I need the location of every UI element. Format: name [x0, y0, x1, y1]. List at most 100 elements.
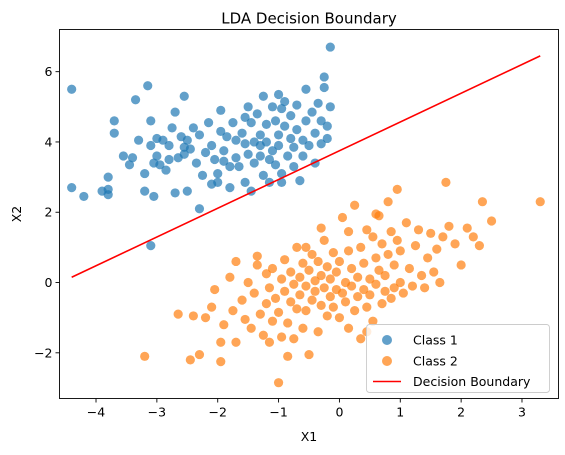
data-point [426, 228, 436, 238]
data-point [337, 288, 348, 298]
data-point [140, 168, 150, 179]
data-point [240, 177, 250, 187]
x-axis-title: X1 [301, 429, 318, 444]
data-point [185, 144, 195, 154]
data-point [231, 153, 241, 163]
data-point [307, 107, 317, 117]
data-point [182, 186, 192, 196]
data-point [392, 184, 402, 194]
x-tick-label: 2 [457, 405, 465, 420]
y-axis: −2 0 2 4 6 [34, 64, 60, 360]
data-point [219, 156, 229, 166]
data-point [283, 318, 293, 328]
data-point [207, 302, 217, 312]
data-point [298, 258, 308, 268]
data-point [167, 123, 177, 133]
data-point [292, 100, 302, 110]
data-point [249, 158, 259, 168]
data-point [194, 130, 205, 140]
data-point [231, 135, 241, 145]
data-point [298, 135, 308, 145]
data-point [170, 107, 180, 117]
data-point [261, 137, 272, 147]
data-point [124, 160, 135, 170]
data-point [188, 311, 198, 321]
data-point [267, 316, 278, 326]
data-point [301, 242, 311, 252]
data-point [383, 249, 393, 260]
data-point [277, 332, 287, 342]
data-point [270, 293, 281, 303]
data-point [292, 242, 302, 252]
data-point [386, 226, 396, 237]
data-point [261, 269, 272, 279]
data-point [350, 200, 360, 210]
data-point [310, 128, 320, 138]
data-point [103, 184, 113, 194]
data-point [334, 313, 345, 323]
data-point [365, 274, 375, 284]
data-point [277, 177, 287, 187]
data-point [164, 154, 174, 165]
data-point [362, 225, 372, 235]
data-point [140, 351, 150, 361]
data-point [225, 161, 235, 172]
x-tick-label: −3 [148, 405, 166, 420]
legend-marker-class-1 [382, 335, 392, 345]
data-point [468, 232, 478, 242]
data-point [413, 225, 424, 235]
data-point [365, 290, 375, 300]
data-point [200, 313, 211, 323]
data-point [231, 337, 241, 347]
x-tick-label: −2 [209, 405, 227, 420]
data-point [322, 262, 332, 272]
data-point [258, 330, 268, 340]
data-point [249, 288, 259, 298]
data-point [420, 283, 430, 293]
y-tick-label: 6 [45, 64, 53, 79]
data-point [407, 281, 418, 291]
legend: Class 1 Class 2 Decision Boundary [366, 324, 550, 393]
data-point [304, 349, 314, 360]
plot-frame [59, 29, 559, 399]
data-point [155, 160, 165, 170]
data-point [310, 286, 320, 296]
data-point [380, 286, 390, 296]
data-point [258, 91, 268, 101]
data-point [377, 239, 387, 249]
data-point [219, 146, 229, 156]
data-point [316, 270, 326, 281]
data-point [441, 177, 451, 187]
data-point [353, 291, 363, 302]
data-point [298, 323, 308, 333]
data-point [343, 246, 354, 256]
data-point [444, 221, 454, 231]
data-point [264, 337, 275, 347]
data-point [185, 355, 195, 365]
data-point [359, 258, 369, 268]
data-point [273, 89, 284, 100]
data-point [216, 105, 226, 115]
data-point [170, 188, 180, 198]
data-point [164, 140, 174, 151]
data-point [325, 42, 335, 52]
data-point [535, 197, 545, 207]
data-point [280, 255, 290, 265]
x-tick-label: 1 [396, 405, 404, 420]
data-point [353, 272, 363, 282]
data-point [313, 256, 323, 267]
data-point [380, 270, 390, 281]
x-tick-label: −1 [269, 405, 287, 420]
chart-title: LDA Decision Boundary [221, 10, 397, 28]
data-point [316, 116, 326, 126]
data-point [103, 172, 113, 182]
legend-label-class-1: Class 1 [413, 333, 458, 348]
decision-boundary-line [71, 55, 541, 278]
data-point [182, 135, 192, 145]
data-point [277, 274, 287, 284]
data-point [213, 168, 223, 179]
series-1 [67, 42, 335, 251]
data-point [328, 248, 338, 258]
data-point [194, 204, 205, 214]
